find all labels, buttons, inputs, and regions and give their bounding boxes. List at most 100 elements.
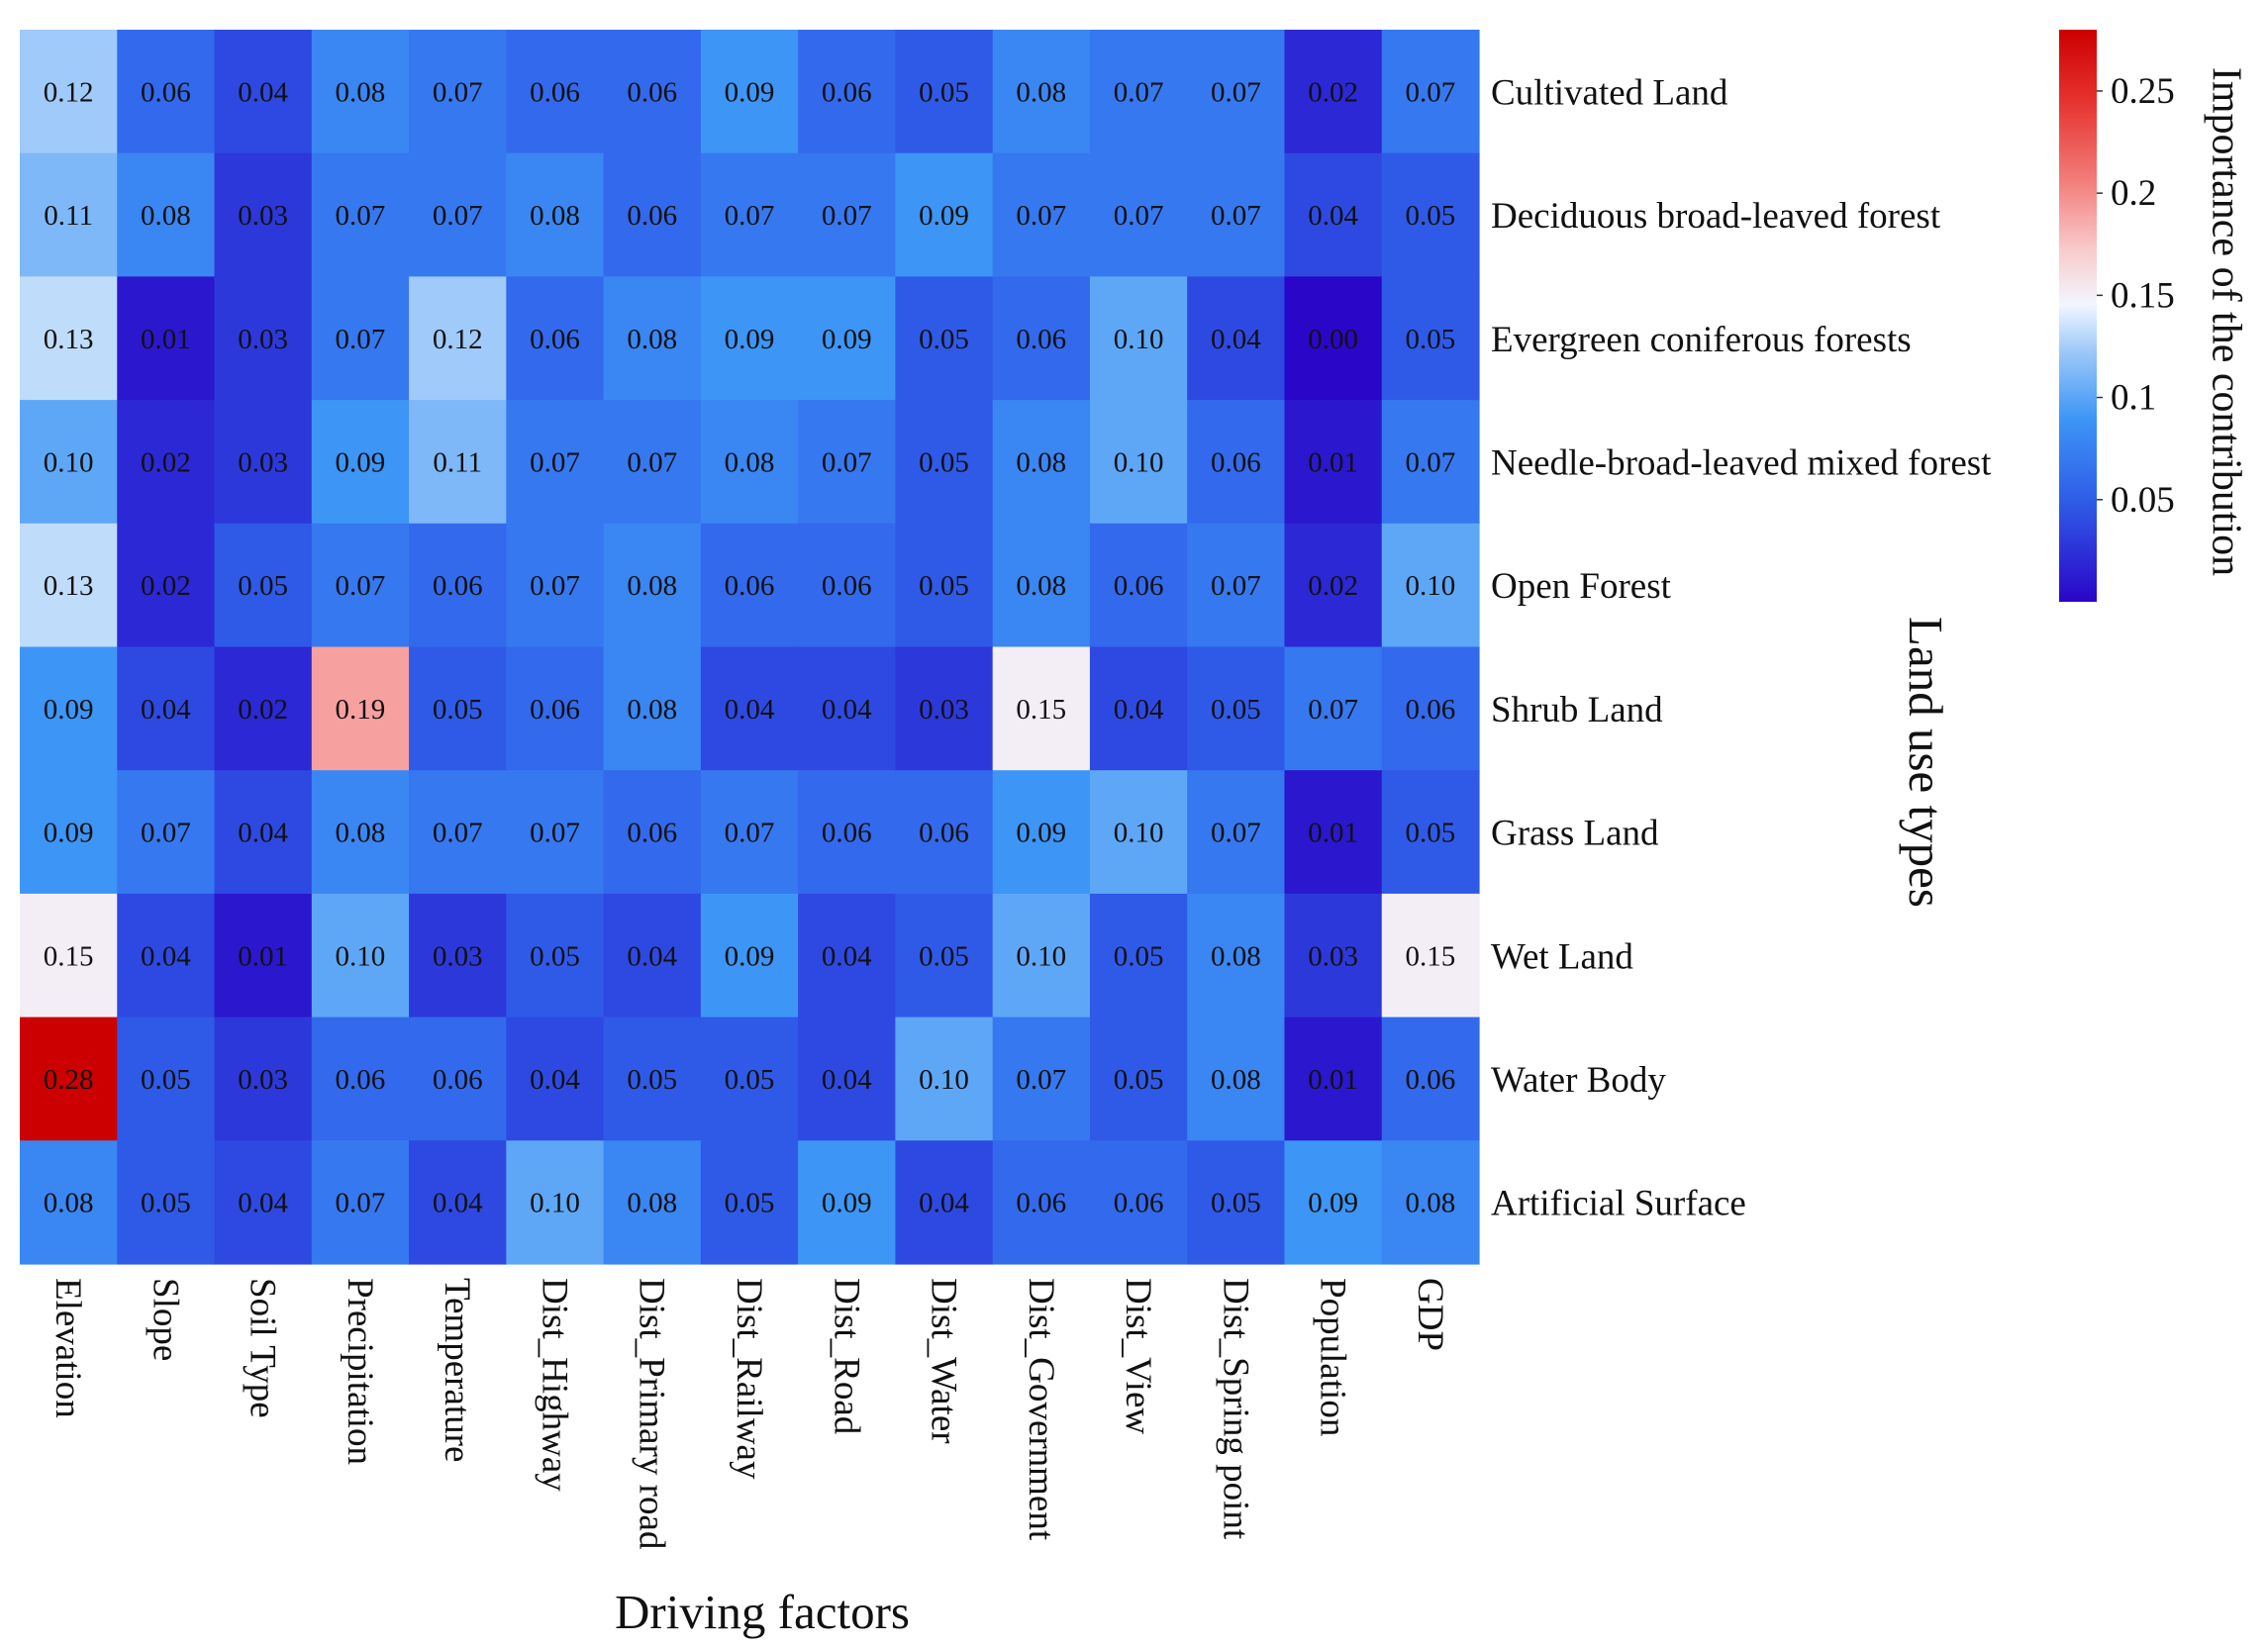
heatmap-cell	[992, 523, 1091, 648]
cell-value-label: 0.05	[238, 570, 288, 602]
heatmap-cell	[700, 893, 799, 1018]
column-label: Dist_Railway	[729, 1278, 769, 1480]
heatmap-cell	[1381, 770, 1480, 895]
cell-value-label: 0.06	[822, 570, 872, 602]
cell-value-label: 0.07	[1211, 570, 1261, 602]
heatmap-cell	[1089, 646, 1188, 771]
heatmap-cell	[603, 893, 702, 1018]
cell-value-label: 0.07	[336, 1188, 386, 1219]
column-label: Population	[1313, 1278, 1353, 1436]
cell-value-label: 0.02	[141, 570, 191, 602]
heatmap-cell	[214, 400, 313, 525]
cell-value-label: 0.08	[44, 1188, 94, 1219]
heatmap-cell	[506, 770, 605, 895]
cell-value-label: 0.03	[238, 200, 288, 232]
cell-value-label: 0.08	[627, 570, 677, 602]
column-label: Dist_Highway	[534, 1278, 574, 1492]
heatmap-cell	[992, 770, 1091, 895]
heatmap-cell	[214, 770, 313, 895]
cell-value-label: 0.10	[919, 1064, 969, 1096]
heatmap-cell	[895, 276, 994, 401]
heatmap-cell	[506, 646, 605, 771]
column-label: Dist_Primary road	[632, 1278, 672, 1550]
heatmap-cell	[20, 152, 118, 277]
colorbar-title: Importance of the contribution	[2203, 67, 2248, 576]
cell-value-label: 0.06	[822, 818, 872, 849]
heatmap-cell	[992, 400, 1091, 525]
heatmap-cell	[1284, 30, 1383, 154]
heatmap-cell	[20, 276, 118, 401]
colorbar	[2059, 30, 2097, 602]
cell-value-label: 0.12	[433, 324, 483, 355]
heatmap-cell	[1381, 523, 1480, 648]
heatmap-cell	[1089, 152, 1188, 277]
cell-value-label: 0.06	[725, 570, 775, 602]
heatmap-cell	[603, 30, 702, 154]
cell-value-label: 0.08	[336, 818, 386, 849]
cell-value-label: 0.08	[1016, 446, 1066, 478]
heatmap-cell	[1381, 30, 1480, 154]
cell-value-label: 0.09	[919, 200, 969, 232]
cell-value-label: 0.09	[725, 324, 775, 355]
cell-value-label: 0.09	[822, 1188, 872, 1219]
heatmap-cell	[214, 152, 313, 277]
heatmap-cell	[214, 276, 313, 401]
heatmap-cell	[992, 30, 1091, 154]
heatmap-cell	[214, 1017, 313, 1141]
colorbar-tick-label: 0.15	[2111, 275, 2175, 316]
cell-value-label: 0.03	[238, 324, 288, 355]
heatmap-cell	[1187, 1017, 1286, 1141]
cell-value-label: 0.08	[1211, 940, 1261, 972]
heatmap-cell	[311, 646, 410, 771]
cell-value-label: 0.07	[433, 76, 483, 108]
row-label: Shrub Land	[1491, 690, 1663, 730]
cell-value-label: 0.10	[1405, 570, 1455, 602]
cell-value-label: 0.08	[1211, 1064, 1261, 1096]
cell-value-label: 0.07	[336, 200, 386, 232]
cell-value-label: 0.06	[1114, 1188, 1164, 1219]
heatmap-cell	[117, 893, 216, 1018]
cell-value-label: 0.05	[1405, 200, 1455, 232]
cell-value-label: 0.05	[1211, 694, 1261, 726]
cell-value-label: 0.07	[530, 570, 580, 602]
cell-value-label: 0.09	[1016, 818, 1066, 849]
cell-value-label: 0.05	[530, 940, 580, 972]
heatmap-cell	[409, 1017, 507, 1141]
heatmap-cell	[992, 646, 1091, 771]
cell-value-label: 0.04	[1211, 324, 1261, 355]
cell-value-label: 0.07	[822, 446, 872, 478]
cell-value-label: 0.07	[530, 818, 580, 849]
cell-value-label: 0.05	[1211, 1188, 1261, 1219]
heatmap-cell	[20, 1017, 118, 1141]
heatmap-cell	[603, 523, 702, 648]
heatmap-cell	[1187, 152, 1286, 277]
heatmap-cell	[1381, 1140, 1480, 1265]
column-label: Slope	[145, 1278, 185, 1361]
heatmap-cell	[798, 1017, 896, 1141]
column-label: Dist_Spring point	[1215, 1278, 1255, 1540]
cell-value-label: 0.04	[627, 940, 677, 972]
heatmap-cell	[798, 893, 896, 1018]
heatmap-cell	[311, 1017, 410, 1141]
cell-value-label: 0.08	[627, 694, 677, 726]
cell-value-label: 0.09	[44, 818, 94, 849]
heatmap-cell	[409, 152, 507, 277]
heatmap-cell	[1284, 1017, 1383, 1141]
heatmap-cell	[1284, 770, 1383, 895]
heatmap-cell	[506, 400, 605, 525]
heatmap-cell	[214, 30, 313, 154]
heatmap-cell	[603, 152, 702, 277]
column-label: Precipitation	[340, 1278, 380, 1465]
cell-value-label: 0.06	[1211, 446, 1261, 478]
cell-value-label: 0.12	[44, 76, 94, 108]
heatmap-cell	[895, 523, 994, 648]
cell-value-label: 0.06	[433, 570, 483, 602]
cell-value-label: 0.08	[627, 1188, 677, 1219]
heatmap-cell	[1284, 523, 1383, 648]
cell-value-label: 0.10	[1016, 940, 1066, 972]
cell-value-label: 0.07	[1211, 818, 1261, 849]
cell-value-label: 0.07	[1308, 694, 1358, 726]
cell-value-label: 0.07	[822, 200, 872, 232]
cell-value-label: 0.06	[433, 1064, 483, 1096]
cell-value-label: 0.05	[725, 1064, 775, 1096]
